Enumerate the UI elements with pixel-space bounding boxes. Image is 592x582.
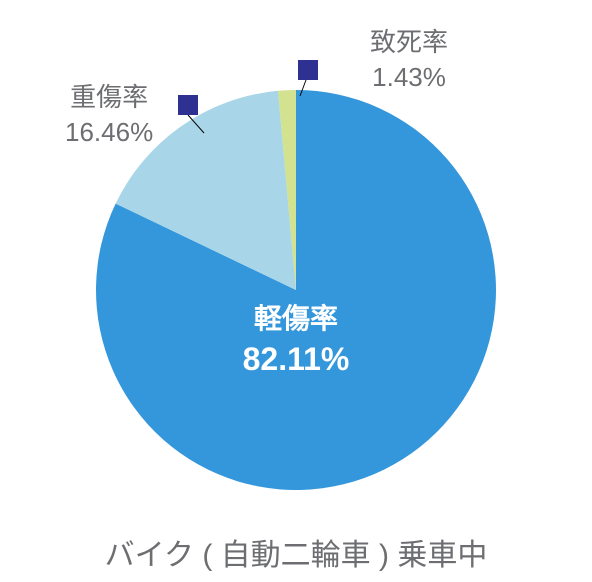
slice-label-value: 16.46% [65, 115, 153, 150]
slice-label-name: 軽傷率 [216, 300, 376, 338]
pie-chart-container: 軽傷率82.11% 重傷率16.46% 致死率1.43% バイク ( 自動二輪車 ) … [0, 0, 592, 582]
slice-label-value: 1.43% [370, 60, 448, 95]
slice-label-value: 82.11% [216, 338, 376, 381]
slice-label: 致死率1.43% [370, 25, 448, 95]
slice-label: 軽傷率82.11% [216, 300, 376, 381]
chart-caption: バイク ( 自動二輪車 ) 乗車中 [0, 530, 592, 574]
slice-label: 重傷率16.46% [65, 80, 153, 150]
slice-marker [178, 95, 198, 115]
slice-marker [298, 60, 318, 80]
slice-label-name: 重傷率 [65, 80, 153, 115]
slice-label-name: 致死率 [370, 25, 448, 60]
